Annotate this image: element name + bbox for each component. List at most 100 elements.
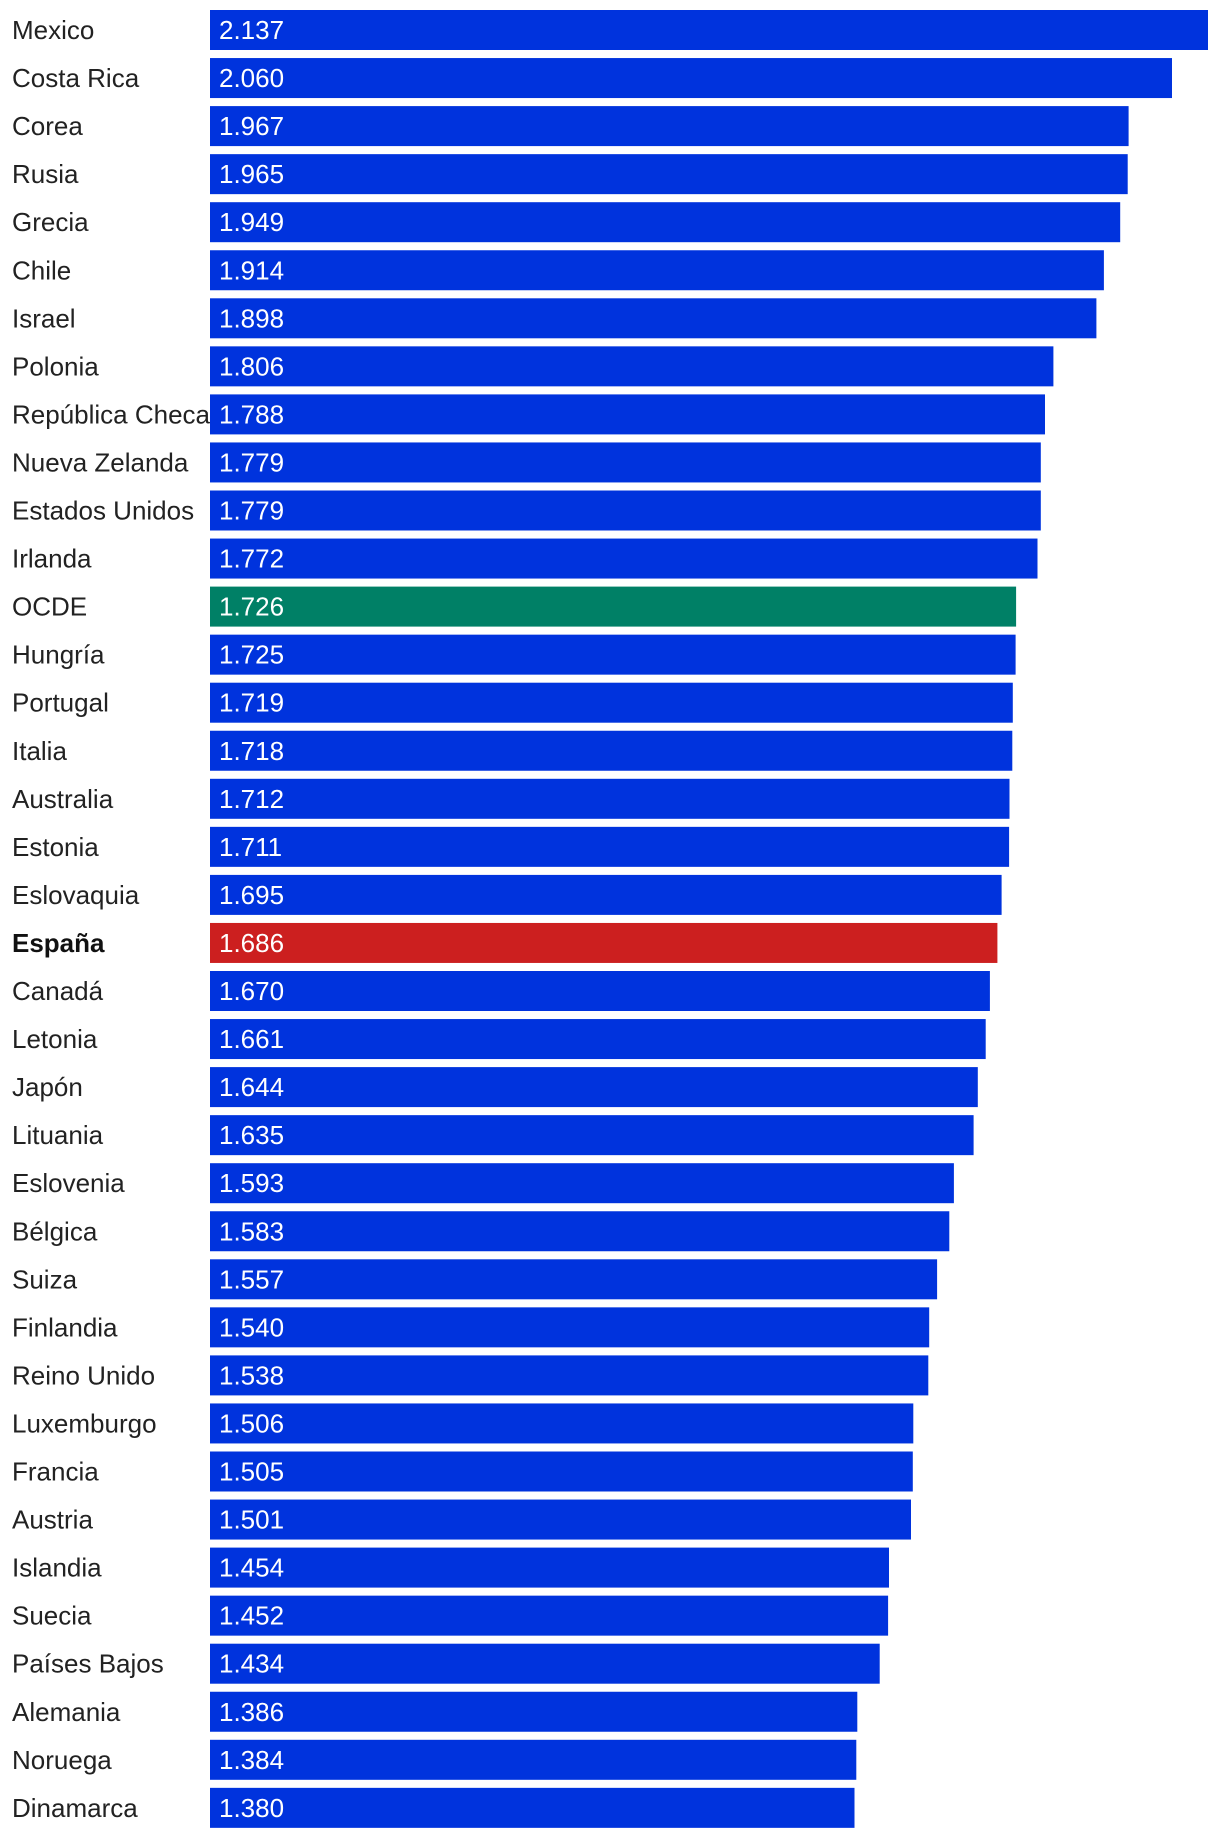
category-label-mexico: Mexico xyxy=(12,15,94,45)
value-label-canada: 1.670 xyxy=(219,976,284,1006)
bar-irlanda xyxy=(210,538,1038,579)
category-label-irlanda: Irlanda xyxy=(12,544,92,574)
value-label-finlandia: 1.540 xyxy=(219,1312,284,1342)
value-label-lituania: 1.635 xyxy=(219,1120,284,1150)
value-label-paises-bajos: 1.434 xyxy=(219,1649,284,1679)
value-label-polonia: 1.806 xyxy=(219,351,284,381)
bar-mexico xyxy=(210,10,1208,50)
value-label-estados-unidos: 1.779 xyxy=(219,496,284,526)
value-label-letonia: 1.661 xyxy=(219,1024,284,1054)
category-label-ocde: OCDE xyxy=(12,592,87,622)
value-label-espana: 1.686 xyxy=(219,928,284,958)
bar-chile xyxy=(210,250,1104,291)
bar-francia xyxy=(210,1451,913,1492)
category-label-lituania: Lituania xyxy=(12,1120,104,1150)
value-label-eslovenia: 1.593 xyxy=(219,1168,284,1198)
category-label-australia: Australia xyxy=(12,784,114,814)
bar-nueva-zelanda xyxy=(210,442,1041,483)
category-label-portugal: Portugal xyxy=(12,688,109,718)
bar-polonia xyxy=(210,346,1054,387)
value-label-chile: 1.914 xyxy=(219,255,284,285)
value-label-portugal: 1.719 xyxy=(219,688,284,718)
category-label-corea: Corea xyxy=(12,111,83,141)
value-label-grecia: 1.949 xyxy=(219,207,284,237)
category-label-hungria: Hungría xyxy=(12,640,105,670)
bar-portugal xyxy=(210,682,1013,723)
value-label-nueva-zelanda: 1.779 xyxy=(219,447,284,477)
value-label-mexico: 2.137 xyxy=(219,15,284,45)
category-label-austria: Austria xyxy=(12,1505,93,1535)
bar-estados-unidos xyxy=(210,490,1041,531)
category-label-italia: Italia xyxy=(12,736,67,766)
bar-noruega xyxy=(210,1739,857,1780)
category-label-islandia: Islandia xyxy=(12,1553,102,1583)
value-label-luxemburgo: 1.506 xyxy=(219,1408,284,1438)
category-label-reino-unido: Reino Unido xyxy=(12,1360,155,1390)
bar-suiza xyxy=(210,1259,938,1300)
bar-dinamarca xyxy=(210,1787,855,1828)
value-label-reino-unido: 1.538 xyxy=(219,1360,284,1390)
value-labels: 2.137 2.060 1.967 1.965 1.949 1.914 1.898 1.806… xyxy=(219,15,284,1823)
bar-israel xyxy=(210,298,1097,339)
value-label-dinamarca: 1.380 xyxy=(219,1793,284,1823)
bar-eslovenia xyxy=(210,1163,954,1204)
value-label-austria: 1.501 xyxy=(219,1505,284,1535)
bar-canada xyxy=(210,971,990,1011)
value-label-corea: 1.967 xyxy=(219,111,284,141)
bar-lituania xyxy=(210,1115,974,1156)
value-label-francia: 1.505 xyxy=(219,1457,284,1487)
bar-corea xyxy=(210,106,1129,147)
value-label-estonia: 1.711 xyxy=(219,832,282,862)
category-label-polonia: Polonia xyxy=(12,351,99,381)
category-label-francia: Francia xyxy=(12,1457,99,1487)
bar-italia xyxy=(210,730,1013,771)
category-label-nueva-zelanda: Nueva Zelanda xyxy=(12,447,189,477)
value-label-noruega: 1.384 xyxy=(219,1745,284,1775)
value-label-australia: 1.712 xyxy=(219,784,284,814)
bar-suecia xyxy=(210,1595,889,1636)
category-labels: Mexico Costa Rica Corea Rusia Grecia Chile Isr… xyxy=(12,15,211,1823)
category-label-costa-rica: Costa Rica xyxy=(12,63,140,93)
category-label-suiza: Suiza xyxy=(12,1264,78,1294)
category-label-grecia: Grecia xyxy=(12,207,89,237)
category-label-finlandia: Finlandia xyxy=(12,1312,118,1342)
value-label-suecia: 1.452 xyxy=(219,1601,284,1631)
bars xyxy=(210,10,1208,1828)
category-label-letonia: Letonia xyxy=(12,1024,98,1054)
category-label-eslovaquia: Eslovaquia xyxy=(12,880,140,910)
value-label-islandia: 1.454 xyxy=(219,1553,284,1583)
category-label-luxemburgo: Luxemburgo xyxy=(12,1408,157,1438)
bar-espana xyxy=(210,922,998,963)
bar-austria xyxy=(210,1499,911,1540)
bar-eslovaquia xyxy=(210,874,1002,915)
bar-alemania xyxy=(210,1691,858,1732)
value-label-irlanda: 1.772 xyxy=(219,544,284,574)
category-label-suecia: Suecia xyxy=(12,1601,92,1631)
bar-luxemburgo xyxy=(210,1403,914,1444)
bar-hungria xyxy=(210,634,1016,675)
bar-costa-rica xyxy=(210,58,1172,99)
category-label-alemania: Alemania xyxy=(12,1697,121,1727)
category-label-noruega: Noruega xyxy=(12,1745,112,1775)
category-label-israel: Israel xyxy=(12,303,76,333)
category-label-japon: Japón xyxy=(12,1072,83,1102)
value-label-belgica: 1.583 xyxy=(219,1216,284,1246)
bar-japon xyxy=(210,1067,978,1108)
bar-belgica xyxy=(210,1211,950,1252)
category-label-paises-bajos: Países Bajos xyxy=(12,1649,164,1679)
bar-republica-checa xyxy=(210,394,1045,435)
category-label-dinamarca: Dinamarca xyxy=(12,1793,138,1823)
category-label-rusia: Rusia xyxy=(12,159,79,189)
bar-grecia xyxy=(210,202,1121,243)
value-label-alemania: 1.386 xyxy=(219,1697,284,1727)
bar-paises-bajos xyxy=(210,1643,880,1684)
category-label-chile: Chile xyxy=(12,255,71,285)
value-label-rusia: 1.965 xyxy=(219,159,284,189)
category-label-estados-unidos: Estados Unidos xyxy=(12,496,194,526)
category-label-eslovenia: Eslovenia xyxy=(12,1168,125,1198)
value-label-israel: 1.898 xyxy=(219,303,284,333)
bar-rusia xyxy=(210,154,1128,195)
value-label-japon: 1.644 xyxy=(219,1072,284,1102)
category-label-canada: Canadá xyxy=(12,976,104,1006)
